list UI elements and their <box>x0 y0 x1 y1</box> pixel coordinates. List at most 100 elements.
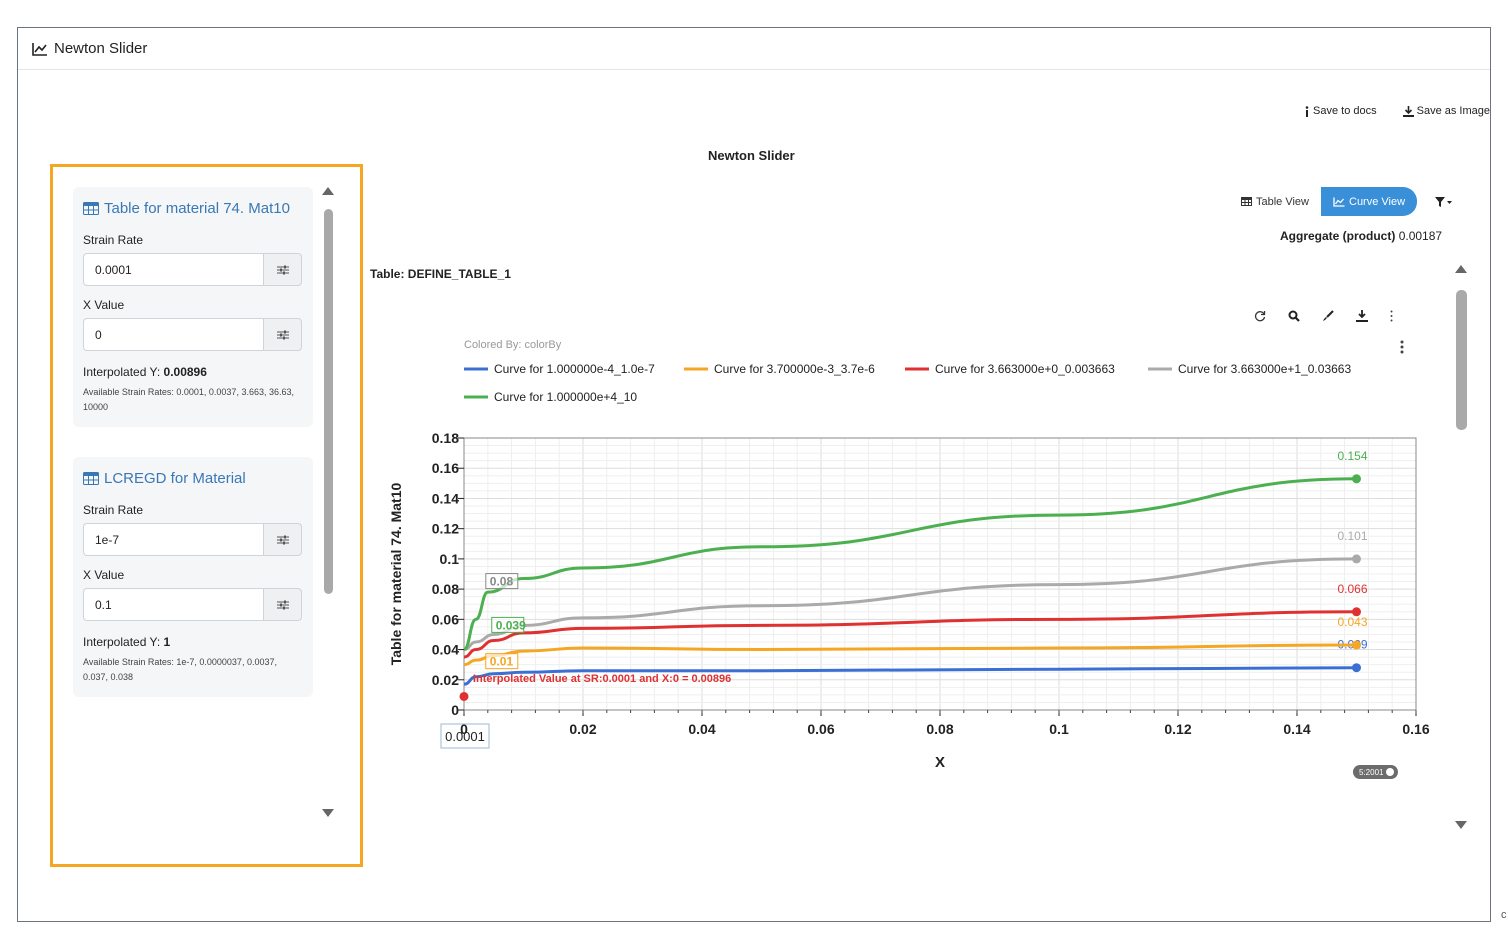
y-axis-label: Table for material 74. Mat10 <box>388 482 404 665</box>
interpolated-y-value: 0.00896 <box>163 365 207 379</box>
table-icon <box>1241 197 1252 206</box>
strain-rate-stepper[interactable] <box>263 253 302 286</box>
available-strain-rates: Available Strain Rates: 0.0001, 0.0037, … <box>83 387 294 412</box>
corner-glyph: c <box>1501 909 1507 921</box>
strain-rate-input[interactable] <box>83 523 263 556</box>
sidebar-panel: Table for material 74. Mat10 Strain Rate… <box>50 164 363 867</box>
scroll-up-icon[interactable] <box>321 185 335 197</box>
y-tick-label: 0.08 <box>432 581 459 597</box>
interpolated-y: Interpolated Y: 1 <box>83 635 303 649</box>
x-value-input[interactable] <box>83 588 263 621</box>
aggregate-value: Aggregate (product) 0.00187 <box>1280 229 1442 243</box>
x-value-stepper[interactable] <box>263 588 302 621</box>
strain-rate-label: Strain Rate <box>83 503 144 517</box>
sliders-icon <box>276 330 289 339</box>
y-tick-label: 0.04 <box>432 642 459 658</box>
table-view-button[interactable]: Table View <box>1229 187 1321 216</box>
x-value-input-group <box>83 318 302 351</box>
material-card: LCREGD for Material Strain Rate X Value <box>73 457 313 697</box>
chart-more-button[interactable] <box>1390 310 1393 322</box>
strain-rate-input[interactable] <box>83 253 263 286</box>
app-window: Newton Slider Save to docs Save as Image… <box>17 27 1491 922</box>
main-scrollbar[interactable] <box>1453 264 1469 834</box>
y-tick-label: 0.16 <box>432 460 459 476</box>
sidebar-scroll-thumb[interactable] <box>324 209 333 594</box>
x-value-input-group <box>83 588 302 621</box>
scroll-down-icon[interactable] <box>321 807 335 819</box>
line-chart-icon <box>32 42 47 56</box>
x-value-label: X Value <box>83 298 125 312</box>
y-tick-label: 0.18 <box>432 430 459 446</box>
page-title: Newton Slider <box>708 148 795 163</box>
filter-icon <box>1435 196 1453 207</box>
data-label: 0.029 <box>1337 638 1367 652</box>
filter-dropdown[interactable] <box>1435 196 1453 207</box>
legend-item: Curve for 3.663000e+0_0.003663 <box>935 362 1115 376</box>
x-value-stepper[interactable] <box>263 318 302 351</box>
inline-label: 0.039 <box>496 618 526 632</box>
data-label: 0.154 <box>1337 449 1367 463</box>
series-line <box>463 666 1357 686</box>
brush-button[interactable] <box>1322 310 1334 322</box>
y-tick-label: 0 <box>451 702 459 718</box>
table-icon <box>83 202 99 215</box>
inline-label-box <box>485 573 519 590</box>
inline-label-box <box>491 616 525 633</box>
interpolated-y-value: 1 <box>163 635 171 649</box>
x-value-input[interactable] <box>83 318 263 351</box>
table-name: Table: DEFINE_TABLE_1 <box>370 267 511 281</box>
kebab-icon <box>1400 340 1404 354</box>
interpolated-point <box>459 691 469 701</box>
series-end-point <box>1352 640 1361 650</box>
material-card: Table for material 74. Mat10 Strain Rate… <box>73 187 313 427</box>
plot-frame <box>463 437 1417 711</box>
app-title: Newton Slider <box>54 40 148 57</box>
x-tick-label: 0.02 <box>569 721 596 737</box>
aggregate-label: Aggregate (product) <box>1280 229 1396 243</box>
y-tick-label: 0.06 <box>432 611 459 627</box>
series-line <box>463 557 1357 652</box>
sidebar-scroll-area: Table for material 74. Mat10 Strain Rate… <box>73 187 313 847</box>
info-icon <box>1305 105 1309 117</box>
crosshair-x-label: 0.0001 <box>445 729 485 744</box>
kebab-icon <box>1390 310 1393 322</box>
sidebar-scrollbar[interactable] <box>321 185 335 825</box>
x-tick-label: 0 <box>460 721 468 737</box>
legend-item: Curve for 1.000000e+4_10 <box>494 390 637 404</box>
line-chart-icon <box>1333 197 1345 207</box>
zoom-button[interactable] <box>1288 310 1300 322</box>
curve-view-button[interactable]: Curve View <box>1321 187 1418 216</box>
download-icon <box>1356 310 1368 322</box>
point-count-text: 5:2001 <box>1359 767 1384 777</box>
x-tick-label: 0.14 <box>1283 721 1310 737</box>
chart-toolbar <box>1254 310 1393 322</box>
save-as-image-button[interactable]: Save as Image <box>1402 105 1490 117</box>
card-title-text: Table for material 74. Mat10 <box>104 200 290 217</box>
interpolated-y: Interpolated Y: 0.00896 <box>83 365 303 379</box>
strain-rate-stepper[interactable] <box>263 523 302 556</box>
data-label: 0.066 <box>1337 582 1367 596</box>
crosshair-x-box <box>440 723 490 749</box>
sliders-icon <box>276 535 289 544</box>
point-count-badge: 5:2001 <box>1353 765 1399 779</box>
x-axis-label: X <box>935 754 945 771</box>
save-to-docs-button[interactable]: Save to docs <box>1304 105 1377 117</box>
strain-rate-input-group <box>83 253 302 286</box>
x-value-label: X Value <box>83 568 125 582</box>
brush-icon <box>1323 310 1334 321</box>
card-title-text: LCREGD for Material <box>104 470 246 487</box>
legend-more-button[interactable] <box>1400 340 1404 359</box>
app-header: Newton Slider <box>18 28 1490 70</box>
x-tick-label: 0.1 <box>1049 721 1069 737</box>
main-scroll-thumb[interactable] <box>1456 290 1467 430</box>
download-chart-button[interactable] <box>1356 310 1368 322</box>
refresh-button[interactable] <box>1254 310 1266 322</box>
series-line <box>463 610 1357 659</box>
card-title[interactable]: LCREGD for Material <box>83 467 303 491</box>
scroll-up-icon[interactable] <box>1454 264 1468 274</box>
card-title[interactable]: Table for material 74. Mat10 <box>83 197 303 221</box>
y-tick-label: 0.02 <box>432 672 459 688</box>
scroll-down-icon[interactable] <box>1454 820 1468 830</box>
legend-item: Curve for 3.700000e-3_3.7e-6 <box>714 362 875 376</box>
x-tick-label: 0.06 <box>807 721 834 737</box>
